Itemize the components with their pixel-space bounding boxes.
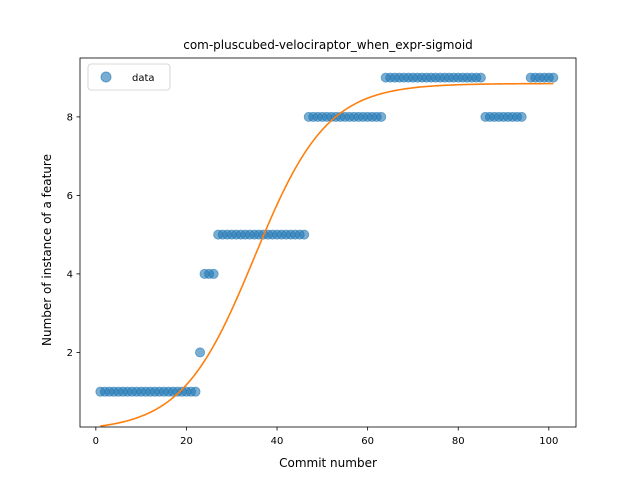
y-tick-label: 6 [67, 191, 73, 202]
legend-label-data: data [132, 73, 155, 84]
data-point [209, 269, 218, 278]
y-tick-label: 4 [67, 269, 73, 280]
x-axis-label: Commit number [279, 456, 377, 470]
data-point [191, 387, 200, 396]
sigmoid-fit-line [100, 84, 553, 426]
x-tick-label: 60 [361, 436, 374, 447]
data-point [300, 230, 309, 239]
plot-area [96, 73, 558, 426]
x-tick-label: 0 [93, 436, 99, 447]
data-point [549, 73, 558, 82]
legend-box [88, 64, 170, 90]
data-point [377, 112, 386, 121]
x-tick-label: 40 [271, 436, 284, 447]
data-point [195, 348, 204, 357]
data-point [517, 112, 526, 121]
y-tick-label: 8 [67, 112, 73, 123]
y-axis-label: Number of instance of a feature [40, 154, 54, 346]
data-point [476, 73, 485, 82]
chart-title: com-pluscubed-velociraptor_when_expr-sig… [183, 38, 473, 52]
x-axis: 0 20 40 60 80 100 [93, 427, 559, 447]
legend-marker-data [101, 72, 111, 82]
x-tick-label: 80 [452, 436, 465, 447]
legend: data [88, 64, 170, 90]
y-tick-label: 2 [67, 348, 73, 359]
x-tick-label: 100 [539, 436, 558, 447]
y-axis: 2 4 6 8 [67, 112, 80, 359]
x-tick-label: 20 [180, 436, 193, 447]
